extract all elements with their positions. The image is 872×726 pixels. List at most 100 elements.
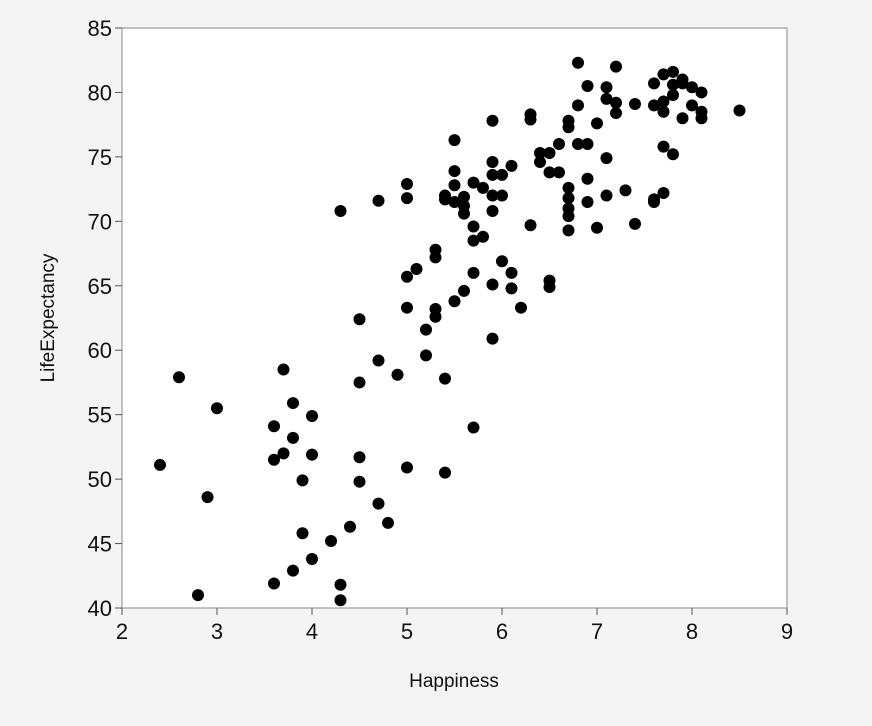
data-point [192,589,204,602]
data-point [486,114,499,127]
data-point [467,234,480,247]
data-point [496,255,508,268]
data-point [458,190,470,203]
data-point [334,594,347,607]
data-point [686,81,698,94]
data-point [448,165,461,178]
data-point [439,466,451,479]
data-point [277,363,290,376]
data-point [477,181,489,194]
data-point [648,77,660,90]
x-tick-label: 6 [496,619,508,644]
data-point [401,177,413,190]
data-point [353,313,366,326]
data-point [543,147,556,160]
y-tick-label: 75 [88,145,112,170]
data-point [553,138,565,150]
data-point [287,431,299,444]
y-tick-label: 80 [88,80,112,105]
data-point [467,421,480,434]
data-point [515,301,527,314]
x-tick-label: 2 [116,619,128,644]
data-point [543,281,556,294]
data-point [372,194,385,207]
data-point [581,172,594,185]
data-point [439,193,451,206]
data-point [287,564,299,577]
data-point [410,263,423,276]
data-point [486,278,499,291]
data-point [268,420,280,433]
data-point [505,282,518,295]
data-point [467,266,480,279]
data-point [657,140,670,153]
data-point [486,332,499,345]
x-tick-label: 5 [401,619,413,644]
data-point [524,219,537,232]
data-point [353,451,366,464]
data-point [401,270,413,283]
x-axis: 2 3 4 5 6 7 8 9 [116,608,793,644]
data-point [648,196,660,208]
data-point [534,156,546,169]
data-point [572,138,584,150]
y-axis: 40 45 50 55 60 65 70 75 80 85 [88,16,122,621]
data-point [353,475,366,488]
data-point [562,224,575,237]
data-point [676,112,689,125]
data-point [524,113,537,126]
data-point [581,138,594,150]
data-point [429,251,442,264]
data-point [296,474,309,487]
data-point [458,207,470,220]
data-point [344,520,356,533]
x-tick-label: 8 [686,619,698,644]
y-tick-label: 70 [88,209,112,234]
data-point [486,168,499,181]
data-point [667,65,679,78]
data-point [268,453,280,466]
data-point [695,112,708,125]
y-tick-label: 65 [88,274,112,299]
x-tick-label: 4 [306,619,318,644]
data-point [439,372,451,385]
data-point [448,179,461,192]
data-point [325,534,337,547]
y-axis-title: LifeExpectancy [38,253,59,382]
data-point [553,166,565,179]
y-tick-label: 55 [88,403,112,428]
data-point [277,447,290,460]
data-point [657,68,670,81]
data-point [401,192,413,205]
data-point [486,156,499,169]
data-point [420,323,432,336]
data-point [467,220,480,233]
x-tick-label: 3 [211,619,223,644]
data-point [201,491,214,504]
data-point [154,458,166,471]
data-point [211,402,223,415]
data-point [401,301,413,314]
data-point [458,284,470,297]
data-point [486,189,499,202]
data-point [600,81,613,94]
data-point [306,553,318,566]
x-tick-label: 9 [781,619,793,644]
data-point [372,497,385,510]
data-point [657,105,670,118]
data-point [676,77,689,90]
data-point [667,89,679,102]
data-point [382,516,394,529]
data-point [600,152,613,165]
data-point [534,147,546,160]
data-point [629,98,641,111]
data-point [268,577,280,590]
data-point [448,295,461,308]
data-point [629,217,641,230]
data-point [353,376,366,389]
data-point [306,409,318,422]
data-point [306,448,318,461]
x-tick-label: 7 [591,619,603,644]
